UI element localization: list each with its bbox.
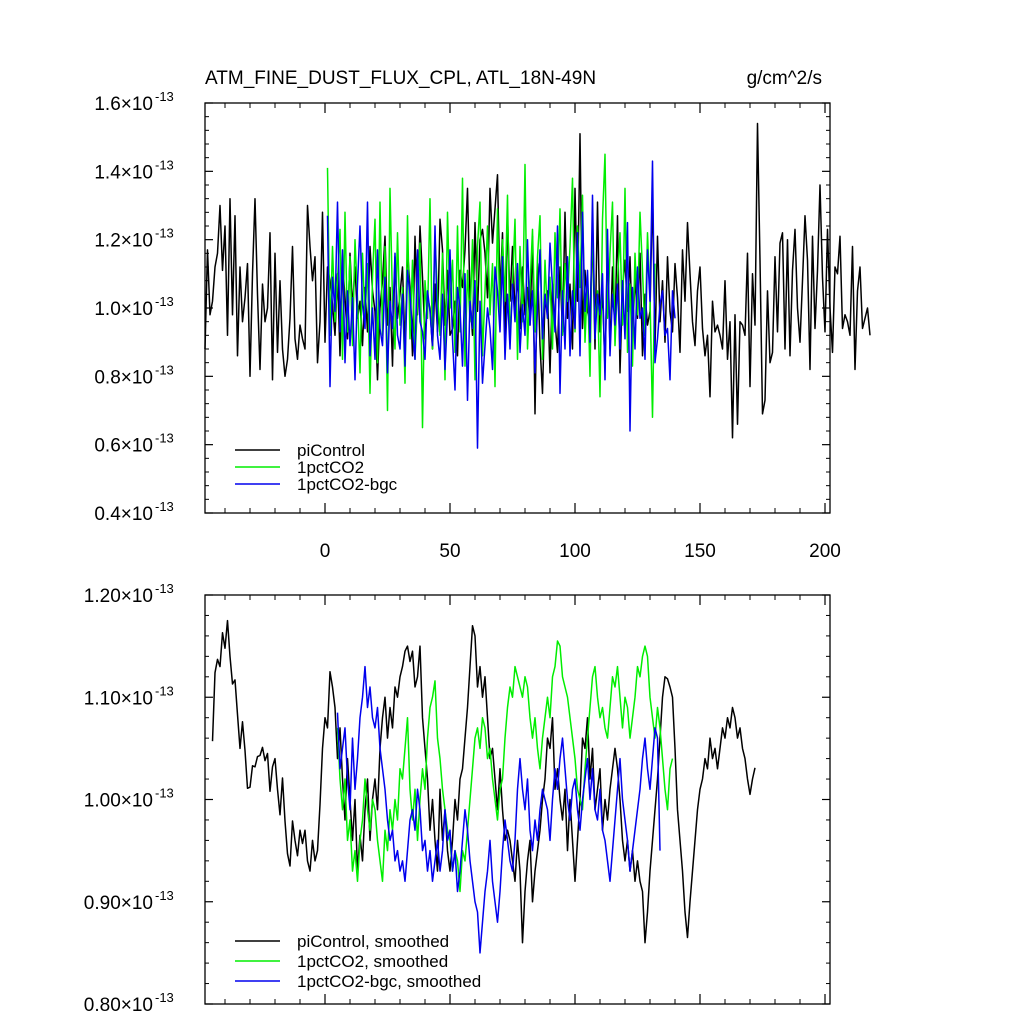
y-tick-exponent: -13 [155,888,174,903]
bottom-plot-frame [204,594,831,1005]
top-axis-ticks: 0.4×10 -130.6×10 -130.8×10 -131.0×10 -131.2×… [94,89,841,562]
x-tick-label: 100 [559,541,591,562]
legend-label: piControl, smoothed [297,932,449,951]
series-line-1 [326,153,656,429]
y-tick-label: 1.00×10 [84,791,153,812]
y-tick-exponent: -13 [155,157,174,172]
y-tick-label: 0.6×10 [94,436,153,457]
legend-label: 1pctCO2 [297,458,364,477]
y-tick-label: 0.8×10 [94,367,153,388]
units-label: g/cm^2/s [747,68,822,89]
x-tick-label: 200 [809,541,841,562]
y-tick-exponent: -13 [155,226,174,241]
legend-label: 1pctCO2, smoothed [297,952,448,971]
y-tick-exponent: -13 [155,990,174,1005]
y-tick-label: 0.4×10 [94,504,153,525]
chart-title: ATM_FINE_DUST_FLUX_CPL, ATL_18N-49N [205,68,596,89]
legend-label: 1pctCO2-bgc [297,475,398,494]
y-tick-label: 1.20×10 [84,586,153,607]
y-tick-exponent: -13 [155,786,174,801]
y-tick-label: 1.6×10 [94,94,153,115]
x-tick-label: 0 [320,541,331,562]
y-tick-label: 0.80×10 [84,995,153,1016]
series-line-2 [326,160,676,449]
top-plot-frame [204,102,831,514]
y-tick-exponent: -13 [155,581,174,596]
y-tick-exponent: -13 [155,294,174,309]
y-tick-label: 0.90×10 [84,893,153,914]
y-tick-exponent: -13 [155,683,174,698]
y-tick-exponent: -13 [155,431,174,446]
series-line-1 [336,640,674,893]
bottom-series-layer [211,619,756,954]
top-panel: ATM_FINE_DUST_FLUX_CPL, ATL_18N-49N g/cm… [94,68,871,562]
top-series-layer [204,122,871,449]
series-line-2 [336,665,661,954]
y-tick-label: 1.2×10 [94,231,153,252]
x-tick-label: 50 [439,541,460,562]
legend-label: 1pctCO2-bgc, smoothed [297,972,481,991]
y-tick-exponent: -13 [155,362,174,377]
y-tick-label: 1.4×10 [94,162,153,183]
y-tick-label: 1.10×10 [84,688,153,709]
y-tick-exponent: -13 [155,499,174,514]
legend-label: piControl [297,441,365,460]
bottom-axis-ticks: 0.80×10 -130.90×10 -131.00×10 -131.10×10 -13… [84,581,830,1016]
y-tick-label: 1.0×10 [94,299,153,320]
series-line-0 [211,619,756,944]
y-tick-exponent: -13 [155,89,174,104]
x-tick-label: 150 [684,541,716,562]
